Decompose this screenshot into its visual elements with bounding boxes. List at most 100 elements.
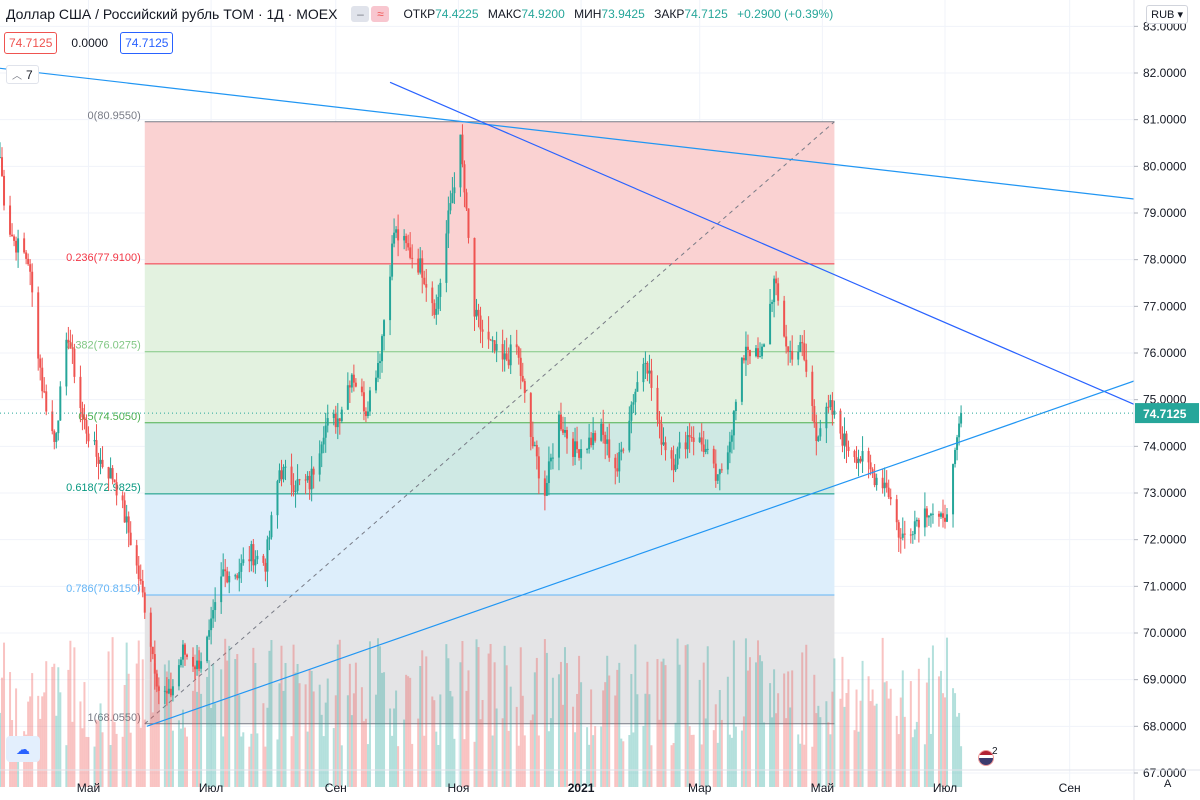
volume-bar [318, 684, 321, 787]
candle-body [256, 555, 259, 560]
fib-level-label: 0.5(74.5050) [78, 411, 140, 423]
candle-body [869, 462, 872, 470]
fib-level-label: 0.236(77.9100) [66, 252, 141, 264]
currency-select[interactable]: RUB ▾ [1146, 5, 1188, 24]
volume-bar [395, 690, 398, 787]
candle-body [149, 612, 152, 647]
volume-bar [493, 662, 496, 787]
volume-bar [143, 719, 146, 787]
time-axis[interactable]: Май Июл Сен Ноя 2021 Мар Май Июл Сен [0, 769, 1200, 795]
candle-body [495, 344, 498, 351]
candle-body [296, 479, 299, 491]
candle-body [642, 363, 645, 383]
volume-bar [690, 734, 693, 787]
volume-bar [648, 694, 651, 787]
candle-body [79, 376, 82, 409]
candle-body [165, 690, 168, 694]
wave-icon[interactable]: ≈ [371, 6, 390, 22]
volume-bar [167, 660, 170, 787]
volume-bar [181, 709, 184, 787]
minus-icon[interactable]: – [351, 6, 370, 22]
auto-scale-button[interactable]: A [1164, 778, 1172, 790]
volume-bar [290, 736, 293, 787]
volume-bar [467, 670, 470, 787]
volume-bar [87, 737, 90, 787]
volume-bar [742, 716, 745, 787]
volume-bar [670, 745, 673, 787]
volume-bar [324, 702, 327, 787]
volume-bar [254, 663, 257, 787]
volume-bar [276, 739, 279, 787]
volume-bar [292, 644, 295, 787]
candle-body [433, 303, 436, 315]
indicator-value-red[interactable]: 74.7125 [4, 32, 58, 54]
volume-bar [791, 670, 794, 787]
candle-body [318, 453, 321, 475]
candle-body [791, 350, 794, 360]
candle-body [477, 309, 480, 316]
candle-body [630, 404, 633, 421]
volume-bar [718, 690, 721, 787]
volume-bar [121, 736, 124, 787]
candle-body [83, 417, 86, 421]
volume-bar [911, 737, 914, 787]
candlesticks [0, 124, 963, 706]
candle-body [559, 414, 562, 430]
volume-bar [445, 644, 448, 787]
price-axis[interactable]: 67.000068.000069.000070.000071.000072.00… [1133, 0, 1199, 800]
volume-bar [716, 742, 719, 787]
volume-bar [797, 734, 800, 787]
tradingview-logo-icon[interactable]: ☁ [6, 736, 40, 762]
volume-bar [268, 650, 271, 787]
volume-bar [533, 672, 536, 787]
volume-bar [803, 744, 806, 787]
volume-bar [602, 690, 605, 787]
candle-body [636, 382, 639, 392]
candle-body [206, 636, 209, 662]
volume-bar [521, 695, 524, 787]
volume-bar [111, 637, 114, 787]
candle-body [952, 464, 955, 515]
volume-bar [576, 693, 579, 787]
candle-body [620, 449, 623, 453]
candle-body [730, 435, 733, 442]
volume-bar [547, 731, 550, 787]
candle-body [312, 468, 315, 475]
volume-bar [529, 720, 532, 787]
volume-bar [960, 746, 963, 787]
volume-bar [109, 745, 112, 787]
economic-event-badge[interactable]: 2 [978, 746, 1008, 766]
volume-bar [149, 642, 152, 787]
chart-style-toggle[interactable]: – ≈ [351, 6, 390, 22]
candle-body [425, 284, 428, 288]
volume-bar [537, 735, 540, 787]
indicator-value-blue[interactable]: 74.7125 [120, 32, 174, 54]
candle-body [614, 457, 617, 469]
candle-body [192, 656, 195, 667]
candle-body [913, 521, 916, 535]
volume-bar [620, 738, 623, 787]
candle-body [889, 497, 892, 500]
volume-bar [210, 707, 213, 787]
volume-bar [819, 717, 822, 787]
candle-body [465, 192, 468, 209]
candle-body [9, 205, 12, 235]
candle-body [95, 440, 98, 457]
volume-bar [732, 640, 735, 787]
candle-body [25, 252, 28, 259]
volume-bar [761, 661, 764, 787]
volume-bar [827, 722, 830, 787]
candle-body [208, 630, 211, 637]
volume-bar [839, 698, 842, 787]
symbol-title[interactable]: Доллар США / Российский рубль TOM · 1Д ·… [6, 6, 338, 22]
candle-body [714, 463, 717, 481]
candle-body [859, 458, 862, 462]
candle-body [194, 666, 197, 670]
trend-lines[interactable] [0, 67, 1135, 727]
volume-bar [857, 731, 860, 787]
candle-body [183, 644, 186, 655]
collapse-indicators-button[interactable]: ︿ 7 [6, 65, 39, 84]
volume-bar [451, 696, 454, 787]
candle-body [393, 232, 396, 244]
